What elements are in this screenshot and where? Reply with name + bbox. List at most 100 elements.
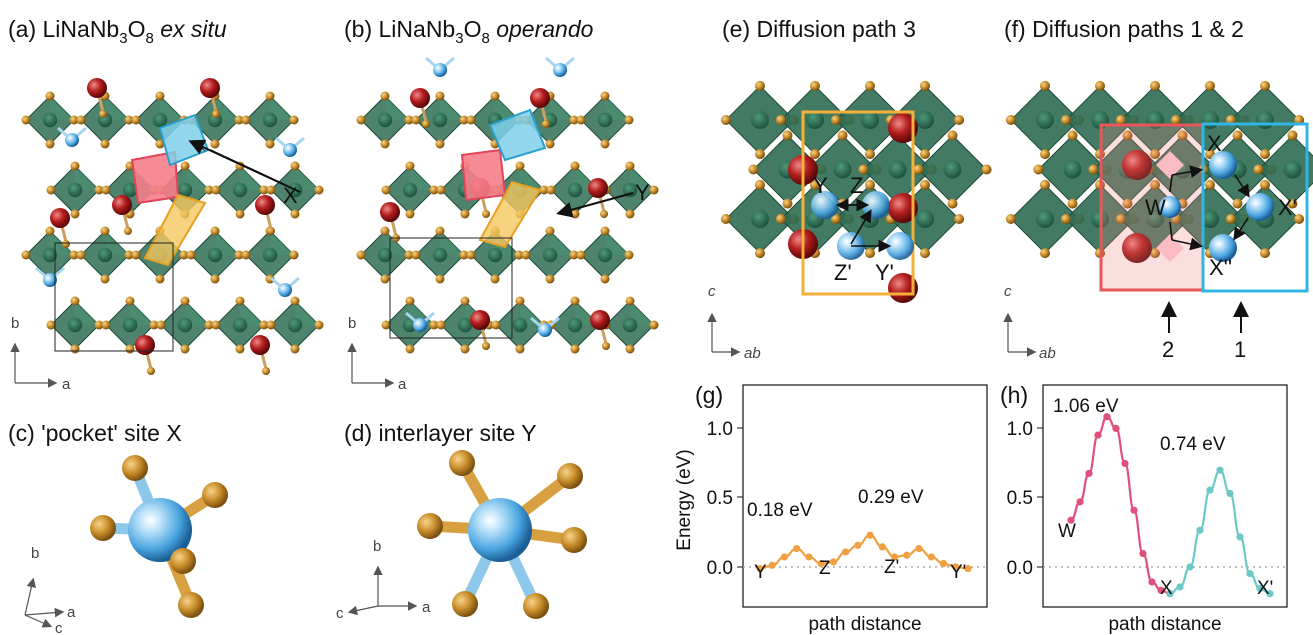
data-point-1-10 xyxy=(1157,586,1165,594)
data-point-1-5 xyxy=(1112,424,1120,432)
annotation-g-2: 0.29 eV xyxy=(858,487,924,508)
path-label-2: 2 xyxy=(1162,337,1174,362)
svg-text:X'': X'' xyxy=(1209,255,1232,280)
annotation-g-1: 0.18 eV xyxy=(747,500,813,521)
path-label-1: 1 xyxy=(1234,337,1246,362)
svg-text:a: a xyxy=(67,604,76,621)
sites-f: X W X' X'' xyxy=(1145,131,1297,280)
axis-indicator-b: b a xyxy=(347,315,407,393)
data-point-0-6 xyxy=(829,558,838,566)
svg-text:0.5: 0.5 xyxy=(707,488,733,509)
data-point-2-0 xyxy=(1166,590,1174,598)
data-point-1-9 xyxy=(1148,578,1156,586)
data-point-1-0 xyxy=(1067,516,1075,524)
data-point-0-12 xyxy=(903,551,911,559)
data-point-1-2 xyxy=(1085,469,1093,478)
svg-text:Z: Z xyxy=(850,173,863,198)
data-point-0-4 xyxy=(805,553,813,561)
panel-b: (b) LiNaNb3O8 operando Y b a xyxy=(344,16,659,393)
yticks-h: 1.0 0.5 0.0 xyxy=(1007,419,1043,579)
panel-h-tag: (h) xyxy=(1000,382,1028,408)
panel-b-title: (b) LiNaNb3O8 operando xyxy=(344,16,594,47)
data-point-0-15 xyxy=(939,560,948,568)
data-point-0-10 xyxy=(878,543,886,551)
ylabel-g: Energy (eV) xyxy=(674,449,695,550)
svg-text:c: c xyxy=(336,605,344,622)
coordination-site-y xyxy=(417,450,587,619)
svg-text:0.0: 0.0 xyxy=(1007,558,1033,579)
data-point-0-14 xyxy=(927,553,935,561)
data-point-2-7 xyxy=(1236,533,1244,541)
data-point-1-3 xyxy=(1094,431,1102,439)
pointer-arrow-y xyxy=(556,192,634,218)
site-label-g-y: Y xyxy=(754,562,767,583)
data-point-0-3 xyxy=(793,544,801,553)
svg-text:a: a xyxy=(422,599,431,616)
line-series-2 xyxy=(1169,469,1271,595)
svg-text:c: c xyxy=(55,620,63,635)
svg-text:ab: ab xyxy=(744,345,761,362)
data-point-0-2 xyxy=(780,553,789,561)
panel-a: (a) LiNaNb3O8 ex situ X b a xyxy=(8,16,324,393)
svg-text:c: c xyxy=(708,283,716,300)
svg-text:c: c xyxy=(1004,283,1012,300)
svg-text:0.0: 0.0 xyxy=(707,558,733,579)
site-label-g-z: Z xyxy=(819,558,831,579)
annotation-h-1: 1.06 eV xyxy=(1053,396,1119,417)
data-point-0-5 xyxy=(817,560,825,568)
axis-indicator-e: c ab xyxy=(707,283,761,362)
data-point-1-4 xyxy=(1103,413,1111,421)
panel-f-title: (f) Diffusion paths 1 & 2 xyxy=(1004,16,1244,42)
svg-text:b: b xyxy=(11,315,19,332)
series-path3 xyxy=(756,531,972,573)
axis-indicator-f: c ab xyxy=(1003,283,1056,362)
xlabel-h: path distance xyxy=(1108,614,1221,635)
coordination-site-x xyxy=(90,455,228,618)
svg-text:X': X' xyxy=(1278,195,1297,220)
svg-text:Z': Z' xyxy=(834,260,852,285)
xlabel-g: path distance xyxy=(808,614,921,635)
sites-e: Y Z Z' Y' xyxy=(811,173,914,285)
annotation-h-2: 0.74 eV xyxy=(1160,434,1226,455)
path1-box xyxy=(1201,122,1309,293)
svg-text:0.5: 0.5 xyxy=(1007,488,1033,509)
data-point-0-11 xyxy=(890,553,899,561)
path3-box xyxy=(801,110,915,296)
panel-d: (d) interlayer site Y b a c xyxy=(336,420,587,622)
plot-frame-g xyxy=(742,384,988,608)
site-label-g-y2: Y' xyxy=(950,562,966,583)
series-paths-1-2 xyxy=(1067,413,1274,598)
data-point-0-7 xyxy=(842,548,850,556)
svg-text:b: b xyxy=(373,538,381,555)
data-point-0-0 xyxy=(756,565,764,573)
svg-text:Y: Y xyxy=(813,173,828,198)
panel-c: (c) 'pocket' site X b a c xyxy=(8,420,228,635)
label-y-site: Y xyxy=(635,180,650,205)
data-point-2-8 xyxy=(1246,570,1254,578)
panel-h: (h) 1.0 0.5 0.0 path distance 1.06 eV 0.… xyxy=(1000,382,1288,635)
svg-text:a: a xyxy=(62,376,71,393)
yticks-g: 1.0 0.5 0.0 xyxy=(707,419,743,579)
axis-indicator-d: b a c xyxy=(336,538,431,622)
data-point-2-6 xyxy=(1226,489,1234,498)
panel-g-tag: (g) xyxy=(695,382,723,408)
axis-indicator-c: b a c xyxy=(24,545,76,635)
data-point-2-5 xyxy=(1216,466,1224,474)
svg-text:Y': Y' xyxy=(875,260,894,285)
panel-g: (g) 1.0 0.5 0.0 Energy (eV) path distanc… xyxy=(674,382,988,635)
site-label-g-z2: Z' xyxy=(884,557,899,578)
unit-cell-a xyxy=(54,242,174,352)
data-point-2-2 xyxy=(1186,563,1194,571)
data-point-1-7 xyxy=(1130,506,1138,514)
data-point-0-8 xyxy=(854,541,862,549)
unit-cell-b xyxy=(389,237,513,339)
svg-text:ab: ab xyxy=(1039,345,1056,362)
panel-a-title: (a) LiNaNb3O8 ex situ xyxy=(8,16,227,47)
svg-text:b: b xyxy=(31,545,39,562)
data-point-2-4 xyxy=(1206,486,1214,494)
svg-text:b: b xyxy=(348,315,356,332)
data-point-2-3 xyxy=(1196,526,1204,534)
data-point-0-17 xyxy=(964,565,972,573)
site-label-h-x2: X' xyxy=(1257,578,1273,599)
